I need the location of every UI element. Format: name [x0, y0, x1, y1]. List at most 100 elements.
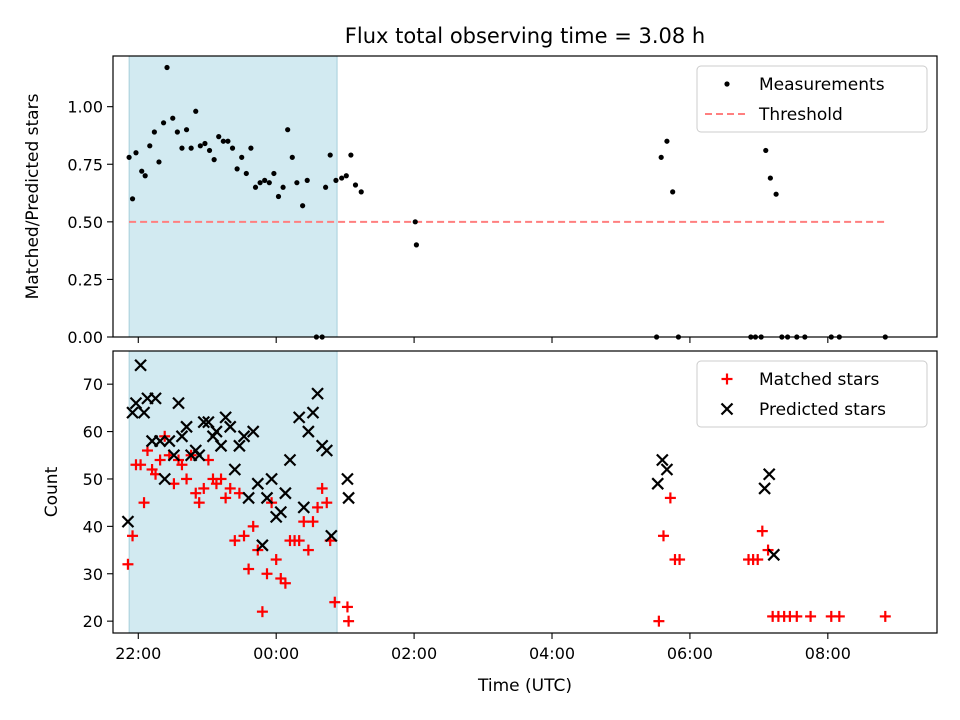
measurement-point — [170, 115, 176, 121]
measurement-point — [225, 138, 231, 144]
measurement-point — [323, 184, 329, 190]
matched-star-point — [833, 610, 845, 622]
predicted-star-point — [137, 406, 151, 419]
predicted-star-point — [325, 529, 338, 543]
measurement-point — [327, 152, 333, 158]
predicted-star-point — [660, 463, 674, 476]
measurement-point — [243, 170, 249, 177]
measurement-point — [413, 242, 419, 248]
predicted-star-point — [192, 448, 206, 462]
measurement-point — [139, 168, 145, 174]
measurement-point — [216, 134, 222, 140]
matched-star-point — [805, 610, 817, 622]
measurement-point — [767, 175, 773, 181]
predicted-star-point — [342, 491, 355, 505]
predicted-star-point — [219, 411, 232, 424]
matched-star-point — [220, 492, 232, 504]
measurement-point — [197, 143, 203, 149]
top-y-axis: 0.00 0.25 0.50 0.75 1.00 — [67, 98, 113, 347]
matched-star-point — [122, 558, 134, 570]
x-tick-label: 00:00 — [253, 644, 299, 663]
predicted-star-point — [158, 472, 171, 486]
predicted-star-point — [767, 548, 781, 562]
measurement-point — [211, 157, 217, 163]
measurement-point — [275, 193, 282, 200]
measurement-point — [352, 182, 359, 188]
x-axis-label: Time (UTC) — [477, 676, 572, 696]
matched-star-point — [215, 473, 227, 485]
measurement-point — [193, 108, 199, 114]
measurement-point — [142, 173, 148, 179]
measurement-point — [348, 152, 354, 158]
predicted-star-point — [246, 425, 260, 438]
measurement-point — [271, 170, 277, 177]
measurement-point — [262, 177, 268, 183]
chart-title: Flux total observing time = 3.08 h — [345, 24, 705, 48]
matched-star-point — [176, 459, 188, 471]
measurement-point — [285, 127, 291, 133]
measurement-point — [358, 189, 364, 195]
measurement-point — [239, 154, 245, 160]
predicted-star-point — [242, 491, 255, 505]
predicted-star-point — [260, 491, 274, 505]
measurement-point — [229, 145, 236, 151]
measurement-point — [280, 184, 286, 190]
top-y-axis-label: Matched/Predicted stars — [23, 93, 43, 299]
matched-star-point — [307, 516, 319, 528]
y-tick-label: 0.50 — [67, 213, 103, 232]
x-tick-label: 06:00 — [667, 644, 713, 663]
matched-star-point — [198, 482, 210, 494]
top-marks — [126, 64, 888, 340]
measurement-point — [266, 180, 272, 186]
predicted-star-point — [121, 515, 135, 528]
measurement-point — [206, 147, 213, 154]
predicted-star-point — [656, 453, 669, 467]
predicted-star-point — [311, 387, 324, 400]
predicted-star-point — [126, 406, 139, 419]
y-tick-label: 0.25 — [67, 270, 103, 289]
legend-label: Measurements — [759, 75, 885, 95]
matched-star-point — [298, 516, 310, 528]
matched-star-point — [154, 454, 166, 466]
measurement-point — [147, 143, 153, 149]
matched-star-point — [261, 568, 273, 580]
matched-star-point — [752, 554, 764, 566]
x-tick-label: 04:00 — [529, 644, 575, 663]
measurement-point — [174, 129, 180, 135]
predicted-star-point — [214, 439, 228, 453]
measurement-point — [257, 180, 263, 186]
bottom-legend: Matched stars Predicted stars — [696, 360, 928, 428]
measurement-point — [412, 219, 418, 225]
y-tick-label: 0.75 — [67, 155, 103, 174]
measurement-point — [252, 184, 259, 190]
matched-star-point — [302, 544, 314, 556]
matched-star-point — [247, 520, 259, 532]
y-tick-label: 40 — [83, 517, 103, 536]
predicted-star-point — [237, 430, 251, 443]
measurement-point — [126, 154, 132, 160]
predicted-star-point — [283, 453, 297, 467]
predicted-star-point — [274, 505, 288, 519]
measurement-point — [248, 145, 254, 151]
matched-star-point — [664, 492, 676, 504]
predicted-star-point — [306, 406, 320, 419]
predicted-star-point — [302, 425, 315, 438]
matched-star-point — [341, 601, 353, 613]
measurement-point — [160, 120, 167, 126]
measurement-point — [129, 196, 136, 202]
matched-star-point — [293, 535, 305, 547]
matched-star-point — [256, 606, 268, 618]
x-tick-label: 02:00 — [391, 644, 437, 663]
matched-star-point — [270, 554, 282, 566]
measurement-point — [151, 129, 157, 135]
matched-star-point — [791, 610, 803, 622]
measurement-point — [183, 127, 190, 133]
matched-star-point — [321, 497, 333, 509]
matched-star-point — [312, 501, 324, 513]
legend-box — [696, 360, 928, 428]
predicted-star-point — [153, 434, 167, 448]
measurement-point — [343, 173, 349, 179]
predicted-star-point — [163, 434, 176, 448]
measurement-point — [234, 166, 240, 172]
measurement-point — [339, 175, 345, 181]
